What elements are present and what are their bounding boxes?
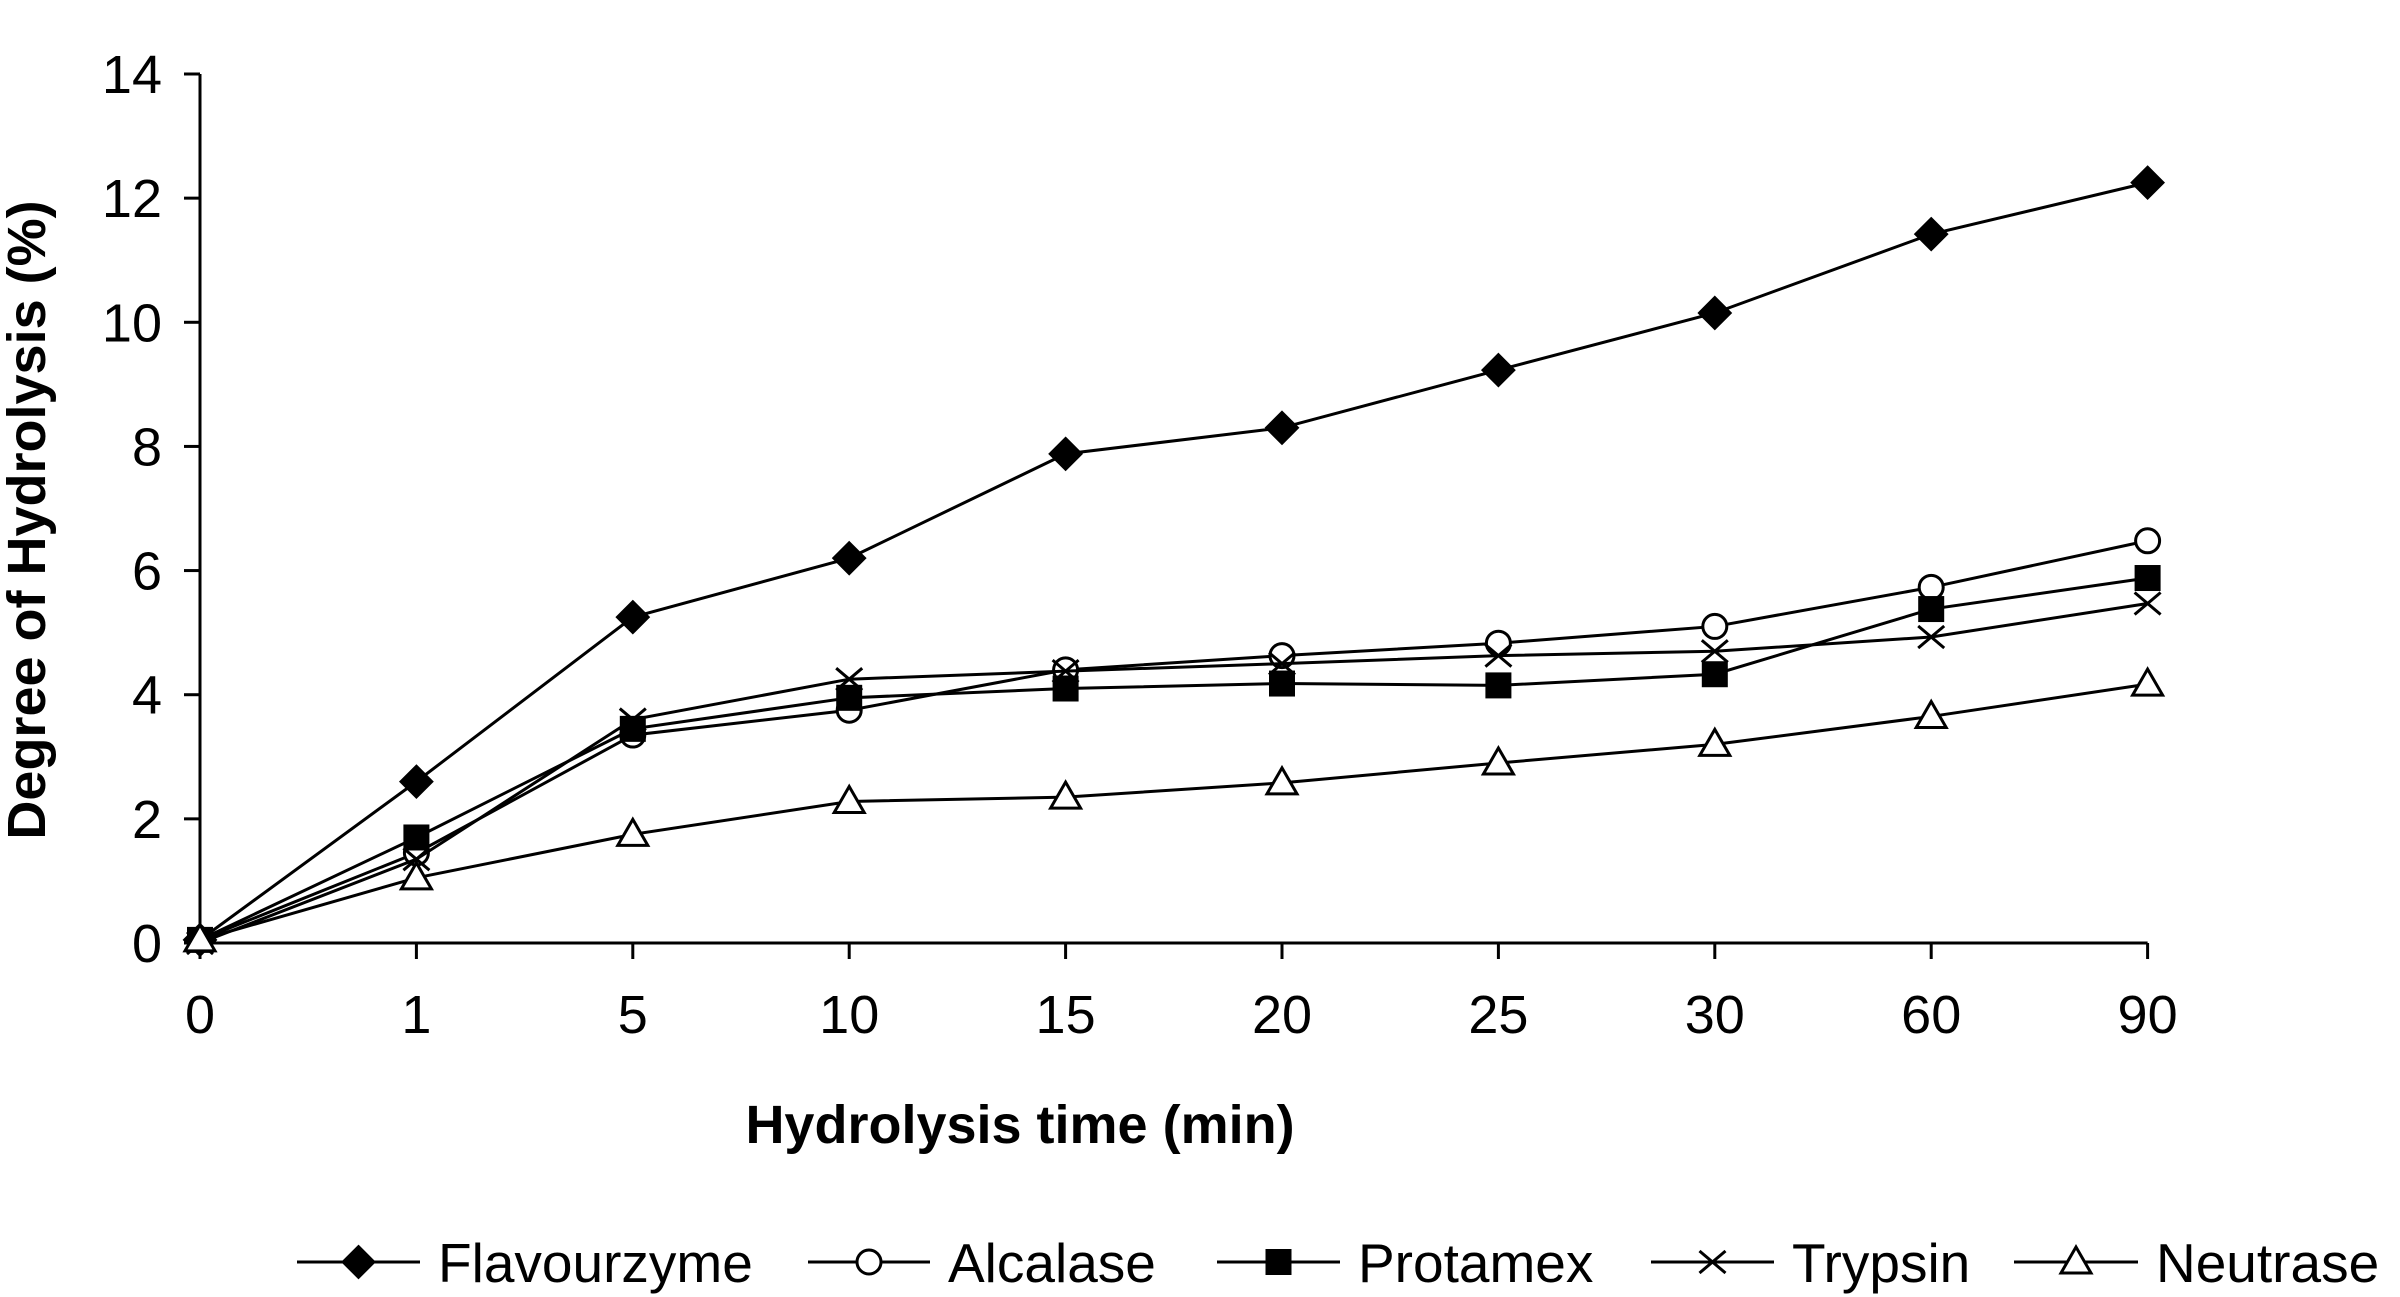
point-protamex — [1485, 672, 1512, 699]
point-alcalase — [1484, 629, 1512, 657]
point-flavourzyme — [1480, 352, 1516, 388]
point-trypsin — [1484, 643, 1513, 668]
x-marker-stroke — [1698, 1249, 1727, 1275]
series-line-neutrase — [199, 682, 2148, 942]
point-neutrase — [1480, 744, 1516, 776]
x-tick-label: 15 — [1036, 985, 1096, 1045]
y-tick-label: 2 — [132, 790, 162, 850]
x-marker-stroke — [1051, 658, 1080, 684]
point-neutrase — [182, 921, 218, 953]
point-alcalase — [2134, 527, 2162, 555]
point-protamex — [1269, 670, 1295, 697]
legend-marker-flavourzyme — [341, 1244, 376, 1280]
series-alcalase — [186, 527, 2162, 954]
legend-marker-neutrase — [2058, 1243, 2094, 1275]
x-marker-stroke — [1917, 624, 1946, 650]
x-marker-stroke — [835, 667, 864, 692]
point-alcalase — [1917, 573, 1945, 601]
point-alcalase — [1701, 612, 1729, 640]
series-line-protamex — [199, 576, 2148, 942]
point-trypsin — [1917, 624, 1946, 650]
x-marker-stroke — [1484, 643, 1513, 668]
legend-label-flavourzyme: Flavourzyme — [438, 1232, 753, 1294]
series-layer — [182, 165, 2166, 958]
legend-marker-alcalase — [855, 1248, 883, 1276]
series-flavourzyme — [182, 165, 2166, 958]
x-axis-title: Hydrolysis time (min) — [745, 1095, 1294, 1155]
x-marker-stroke — [1700, 639, 1729, 664]
legend-item-flavourzyme: Flavourzyme — [297, 1232, 753, 1294]
x-tick-label: 60 — [1901, 985, 1961, 1045]
point-flavourzyme — [615, 599, 651, 635]
point-flavourzyme — [1697, 295, 1733, 331]
point-flavourzyme — [1264, 410, 1300, 446]
legend-label-neutrase: Neutrase — [2156, 1232, 2379, 1294]
x-tick-label: 1 — [401, 985, 431, 1045]
series-line-alcalase — [199, 539, 2148, 942]
legend: Flavourzyme Alcalase Protamex Trypsin Neutra… — [297, 1232, 2379, 1294]
legend-item-alcalase: Alcalase — [808, 1232, 1156, 1294]
point-flavourzyme — [398, 764, 434, 800]
point-trypsin — [402, 847, 431, 872]
point-trypsin — [618, 707, 647, 732]
series-protamex — [187, 565, 2161, 953]
point-protamex — [836, 684, 863, 711]
x-tick-label: 90 — [2118, 985, 2178, 1045]
y-tick-label: 8 — [132, 417, 162, 477]
y-tick-label: 12 — [102, 169, 162, 229]
point-protamex — [2134, 565, 2161, 592]
point-neutrase — [831, 783, 867, 814]
y-tick-label: 6 — [132, 542, 162, 602]
y-axis-title: Degree of Hydrolysis (%) — [0, 200, 57, 839]
legend-item-protamex: Protamex — [1217, 1232, 1593, 1294]
point-protamex — [1918, 596, 1945, 623]
x-tick-label: 10 — [819, 985, 879, 1045]
legend-item-neutrase: Neutrase — [2014, 1232, 2379, 1294]
point-protamex — [403, 824, 430, 851]
y-tick-label: 4 — [132, 666, 162, 726]
legend-label-alcalase: Alcalase — [948, 1232, 1156, 1294]
point-trypsin — [1051, 658, 1080, 684]
legend-marker-protamex — [1265, 1249, 1292, 1275]
point-flavourzyme — [2130, 165, 2166, 201]
legend-marker-trypsin — [1698, 1249, 1727, 1275]
point-protamex — [1701, 661, 1728, 688]
point-trypsin — [1268, 651, 1296, 676]
x-tick-label: 0 — [185, 985, 215, 1045]
point-flavourzyme — [1048, 436, 1084, 472]
x-tick-label: 25 — [1468, 985, 1528, 1045]
point-neutrase — [398, 859, 434, 891]
point-neutrase — [1048, 779, 1084, 810]
point-flavourzyme — [1913, 216, 1949, 252]
x-marker-stroke — [618, 707, 647, 732]
point-neutrase — [1697, 726, 1733, 757]
point-trypsin — [835, 667, 864, 692]
x-marker-stroke — [402, 847, 431, 872]
point-neutrase — [1913, 698, 1949, 729]
x-marker-stroke — [2133, 591, 2162, 616]
point-flavourzyme — [831, 540, 867, 576]
series-line-trypsin — [199, 601, 2148, 945]
series-trypsin — [186, 591, 2162, 956]
legend-label-protamex: Protamex — [1358, 1232, 1593, 1294]
point-trypsin — [2133, 591, 2162, 616]
point-neutrase — [1264, 764, 1300, 796]
legend-item-trypsin: Trypsin — [1651, 1232, 1970, 1294]
point-neutrase — [2130, 666, 2166, 697]
series-line-flavourzyme — [199, 181, 2148, 942]
point-alcalase — [1268, 642, 1296, 670]
legend-label-trypsin: Trypsin — [1792, 1232, 1970, 1294]
x-tick-label: 30 — [1685, 985, 1745, 1045]
point-neutrase — [615, 816, 651, 847]
series-neutrase — [182, 666, 2166, 953]
point-trypsin — [1700, 639, 1729, 664]
x-tick-label: 20 — [1252, 985, 1312, 1045]
y-tick-label: 10 — [102, 293, 162, 353]
x-marker-stroke — [1268, 651, 1296, 676]
y-tick-label: 0 — [132, 914, 162, 974]
x-tick-label: 5 — [618, 985, 648, 1045]
y-tick-label: 14 — [102, 45, 162, 105]
